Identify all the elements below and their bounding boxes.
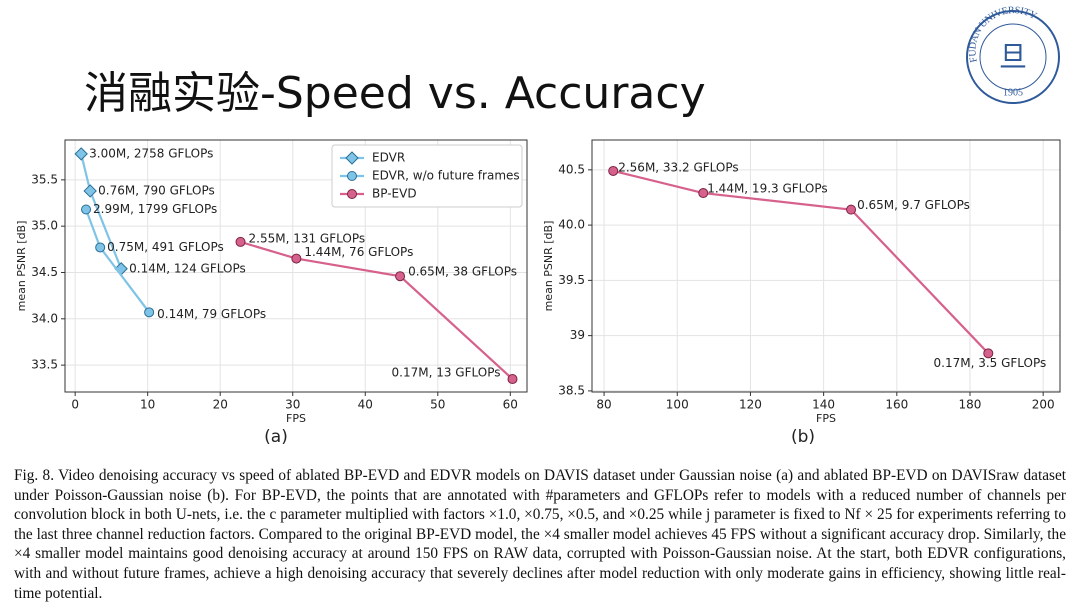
x-tick-label: 200 bbox=[1032, 398, 1055, 412]
marker bbox=[83, 184, 97, 198]
legend-label: BP-EVD bbox=[372, 187, 417, 201]
x-tick-label: 100 bbox=[666, 398, 689, 412]
marker bbox=[347, 189, 357, 199]
marker bbox=[698, 188, 709, 199]
plot-frame bbox=[591, 139, 1061, 393]
x-tick-label: 0 bbox=[71, 398, 79, 412]
y-tick-label: 40.5 bbox=[558, 162, 585, 176]
logo-ring bbox=[966, 10, 1060, 104]
point-label: 0.65M, 9.7 GFLOPs bbox=[857, 198, 970, 212]
point-label: 0.65M, 38 GFLOPs bbox=[408, 265, 517, 279]
marker bbox=[983, 348, 994, 359]
point-label: 2.56M, 33.2 GFLOPs bbox=[618, 160, 738, 174]
y-tick-label: 35.5 bbox=[31, 172, 58, 186]
legend-label: EDVR, w/o future frames bbox=[372, 169, 520, 183]
logo-emblem: 旦 bbox=[999, 40, 1027, 73]
point-label: 1.44M, 19.3 GFLOPs bbox=[707, 182, 827, 196]
x-axis-label: FPS bbox=[816, 412, 836, 425]
panel-label: (b) bbox=[791, 427, 815, 447]
y-tick-label: 39 bbox=[570, 328, 585, 342]
marker bbox=[507, 374, 518, 385]
legend-box bbox=[331, 144, 523, 208]
slide-title: 消融实验-Speed vs. Accuracy bbox=[84, 68, 706, 119]
y-tick-label: 39.5 bbox=[558, 273, 585, 287]
marker bbox=[144, 307, 155, 318]
y-tick-label: 40.0 bbox=[558, 218, 585, 232]
marker bbox=[95, 242, 106, 253]
x-tick-label: 160 bbox=[885, 398, 908, 412]
panel-label: (a) bbox=[264, 427, 288, 447]
marker bbox=[347, 171, 357, 181]
point-label: 3.00M, 2758 GFLOPs bbox=[89, 146, 213, 160]
point-label: 1.44M, 76 GFLOPs bbox=[304, 245, 413, 259]
x-tick-label: 180 bbox=[959, 398, 982, 412]
marker bbox=[81, 204, 92, 215]
plot-frame bbox=[64, 139, 528, 393]
x-axis-label: FPS bbox=[286, 412, 306, 425]
marker bbox=[345, 151, 359, 165]
point-label: 0.76M, 790 GFLOPs bbox=[98, 183, 215, 197]
marker bbox=[846, 204, 857, 215]
marker bbox=[74, 147, 88, 161]
legend-label: EDVR bbox=[372, 151, 405, 165]
y-axis-label: mean PSNR [dB] bbox=[15, 221, 28, 312]
x-tick-label: 30 bbox=[285, 398, 300, 412]
x-tick-label: 40 bbox=[358, 398, 373, 412]
y-tick-label: 33.5 bbox=[31, 358, 58, 372]
y-axis-label: mean PSNR [dB] bbox=[542, 221, 555, 312]
point-label: 0.14M, 124 GFLOPs bbox=[129, 261, 246, 275]
point-label: 0.75M, 491 GFLOPs bbox=[107, 240, 224, 254]
y-tick-label: 38.5 bbox=[558, 383, 585, 397]
y-tick-label: 35.0 bbox=[31, 219, 58, 233]
point-label: 2.55M, 131 GFLOPs bbox=[249, 231, 366, 245]
logo-ring bbox=[979, 23, 1047, 91]
y-tick-label: 34.0 bbox=[31, 311, 58, 325]
y-tick-label: 34.5 bbox=[31, 265, 58, 279]
point-label: 2.99M, 1799 GFLOPs bbox=[93, 202, 217, 216]
marker bbox=[235, 236, 246, 247]
x-tick-label: 60 bbox=[503, 398, 518, 412]
point-label: 0.17M, 13 GFLOPs bbox=[392, 366, 501, 380]
x-tick-label: 80 bbox=[596, 398, 611, 412]
x-tick-label: 140 bbox=[812, 398, 835, 412]
marker bbox=[291, 253, 302, 264]
marker bbox=[608, 165, 619, 176]
series-line bbox=[612, 169, 990, 355]
series-line bbox=[240, 240, 514, 380]
logo: FUDAN UNIVERSITY 1905 旦 bbox=[966, 5, 1060, 104]
point-label: 0.14M, 79 GFLOPs bbox=[157, 307, 266, 321]
legend: EDVR EDVR, w/o future frames BP-EVD bbox=[331, 144, 523, 208]
marker bbox=[395, 271, 406, 282]
x-tick-label: 10 bbox=[140, 398, 155, 412]
figure-caption: Fig. 8. Video denoising accuracy vs spee… bbox=[14, 467, 1066, 602]
logo-year: 1905 bbox=[1003, 87, 1023, 98]
x-tick-label: 20 bbox=[213, 398, 228, 412]
x-tick-label: 50 bbox=[430, 398, 445, 412]
x-tick-label: 120 bbox=[739, 398, 762, 412]
point-label: 0.17M, 3.5 GFLOPs bbox=[934, 356, 1047, 370]
